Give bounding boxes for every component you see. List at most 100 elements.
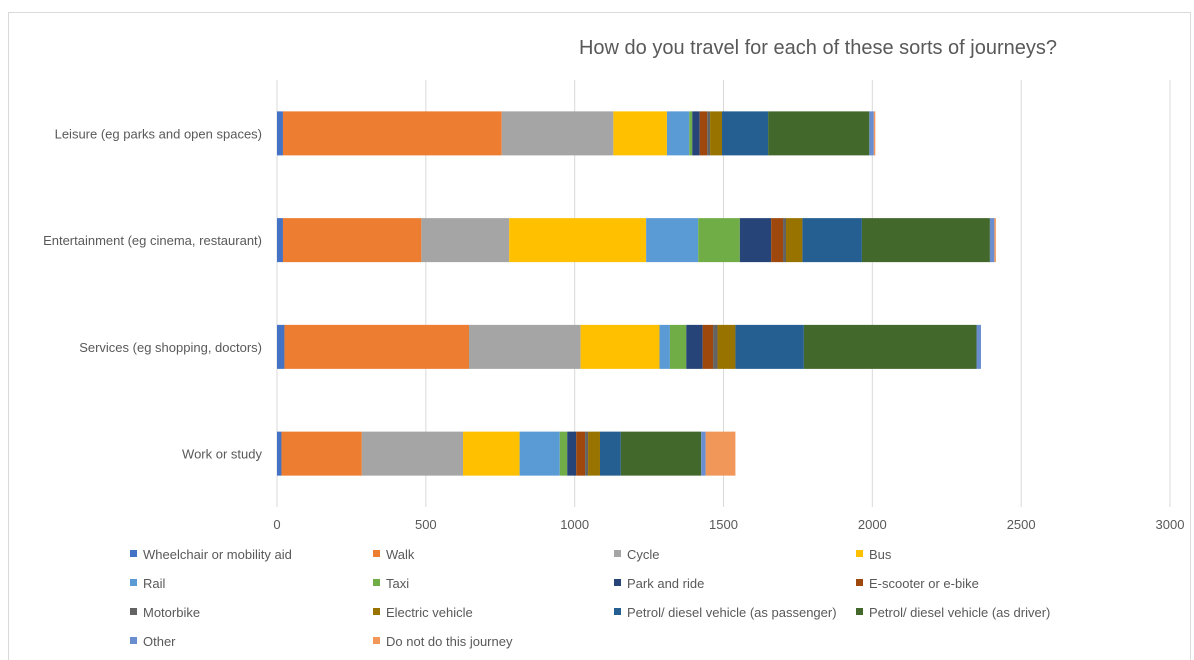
x-tick-label: 3000 <box>1156 517 1185 532</box>
bar-segment <box>705 431 736 476</box>
legend-label: Do not do this journey <box>386 634 513 649</box>
legend-label: Other <box>143 634 176 649</box>
legend-swatch <box>130 550 137 557</box>
bar-segment <box>861 218 990 263</box>
legend-label: Electric vehicle <box>386 605 473 620</box>
legend-swatch <box>614 608 621 615</box>
bar-segment <box>717 324 736 369</box>
bar-segment <box>669 324 687 369</box>
bar-segment <box>585 431 589 476</box>
legend-swatch <box>130 608 137 615</box>
bar-segment <box>873 111 876 156</box>
bar-segment <box>771 218 784 263</box>
category-label: Work or study <box>182 447 262 462</box>
legend-label: E-scooter or e-bike <box>869 576 979 591</box>
bar-segment <box>803 324 977 369</box>
bar-segment <box>501 111 614 156</box>
y-axis-categories: Leisure (eg parks and open spaces) Entert… <box>43 126 262 461</box>
bar-segment <box>698 218 740 263</box>
legend-swatch <box>373 637 380 644</box>
legend-swatch <box>856 608 863 615</box>
bar-segment <box>468 324 581 369</box>
bar-segment <box>707 111 711 156</box>
bar-segment <box>519 431 560 476</box>
bar-segment <box>699 111 708 156</box>
bar-segment <box>580 324 660 369</box>
legend-swatch <box>373 608 380 615</box>
bar-segment <box>666 111 690 156</box>
bar-segment <box>722 111 769 156</box>
legend-label: Bus <box>869 547 892 562</box>
bar-segment <box>739 218 772 263</box>
legend-swatch <box>373 579 380 586</box>
bar-segment <box>786 218 803 263</box>
bar-segment <box>599 431 621 476</box>
bar-segment <box>588 431 600 476</box>
legend-swatch <box>614 550 621 557</box>
legend-label: Park and ride <box>627 576 704 591</box>
bar-segment <box>277 431 282 476</box>
x-tick-label: 2500 <box>1007 517 1036 532</box>
legend-label: Cycle <box>627 547 660 562</box>
bar-segment <box>620 431 702 476</box>
legend-label: Petrol/ diesel vehicle (as passenger) <box>627 605 837 620</box>
legend-swatch <box>373 550 380 557</box>
bar-segment <box>277 218 283 263</box>
bar-segment <box>989 218 995 263</box>
bar-segment <box>282 218 422 263</box>
bar-segment <box>768 111 870 156</box>
legend-label: Petrol/ diesel vehicle (as driver) <box>869 605 1050 620</box>
bar-segment <box>976 324 981 369</box>
bar-segment <box>735 324 804 369</box>
legend-swatch <box>614 579 621 586</box>
bar-segment <box>783 218 787 263</box>
bar-segment <box>710 111 723 156</box>
category-label: Services (eg shopping, doctors) <box>79 340 262 355</box>
legend-swatch <box>856 550 863 557</box>
bar-segment <box>701 431 706 476</box>
category-label: Entertainment (eg cinema, restaurant) <box>43 233 262 248</box>
legend: Wheelchair or mobility aid Walk Cycle Bus Ra… <box>130 547 1050 649</box>
bar-segment <box>282 111 502 156</box>
bar-segment <box>686 324 703 369</box>
bar-segment <box>802 218 862 263</box>
x-tick-label: 0 <box>273 517 280 532</box>
legend-label: Taxi <box>386 576 409 591</box>
bar-segment <box>284 324 469 369</box>
bar-segment <box>361 431 464 476</box>
category-label: Leisure (eg parks and open spaces) <box>55 126 262 141</box>
legend-swatch <box>130 579 137 586</box>
bar-segment <box>463 431 520 476</box>
x-tick-label: 1000 <box>560 517 589 532</box>
bar-segment <box>277 111 283 156</box>
bar-segment <box>646 218 699 263</box>
legend-label: Rail <box>143 576 166 591</box>
x-tick-label: 2000 <box>858 517 887 532</box>
legend-swatch <box>130 637 137 644</box>
legend-label: Motorbike <box>143 605 200 620</box>
bar-segment <box>659 324 670 369</box>
bar-segment <box>702 324 714 369</box>
bars <box>277 111 996 476</box>
bar-segment <box>567 431 577 476</box>
legend-swatch <box>856 579 863 586</box>
bar-segment <box>994 218 996 263</box>
bar-segment <box>421 218 510 263</box>
bar-segment <box>559 431 568 476</box>
chart-frame <box>8 12 1191 660</box>
x-tick-label: 1500 <box>709 517 738 532</box>
bar-segment <box>281 431 362 476</box>
bar-segment <box>689 111 693 156</box>
bar-segment <box>713 324 718 369</box>
x-tick-label: 500 <box>415 517 437 532</box>
bar-segment <box>576 431 586 476</box>
bar-segment <box>509 218 647 263</box>
legend-label: Walk <box>386 547 415 562</box>
bar-segment <box>869 111 874 156</box>
bar-segment <box>692 111 700 156</box>
chart-title: How do you travel for each of these sort… <box>579 37 1057 59</box>
bar-segment <box>613 111 667 156</box>
legend-label: Wheelchair or mobility aid <box>143 547 292 562</box>
x-axis-ticks: 0 500 1000 1500 2000 2500 3000 <box>273 517 1184 532</box>
